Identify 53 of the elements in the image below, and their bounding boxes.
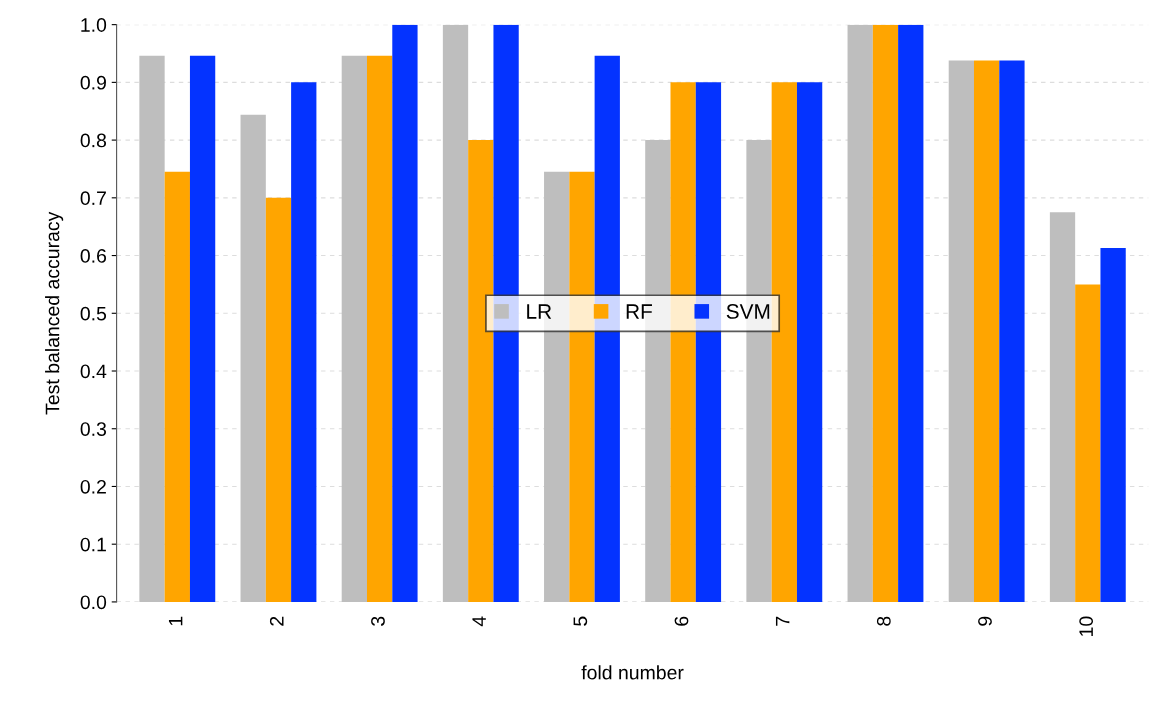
bar [240, 114, 266, 602]
y-tick-label: 0.2 [80, 479, 106, 494]
legend-label: SVM [726, 304, 770, 319]
bar [442, 24, 469, 602]
y-tick-label: 0.1 [80, 537, 106, 552]
x-tick-label: 6 [674, 616, 689, 626]
y-tick-label: 1.0 [81, 18, 107, 32]
bar [872, 24, 899, 602]
bar [366, 55, 393, 602]
bar [164, 171, 190, 602]
bar [265, 197, 292, 602]
y-tick-label: 0.7 [80, 191, 106, 206]
y-tick-label: 0.9 [80, 75, 106, 90]
y-tick-label: 0.8 [80, 133, 107, 148]
x-tick-label: 7 [775, 616, 790, 626]
legend-label: RF [626, 304, 652, 319]
bar [1049, 212, 1076, 602]
y-tick-label: 0.3 [80, 422, 107, 436]
y-tick-label: 0.5 [80, 306, 107, 321]
x-axis-title: fold number [581, 665, 684, 680]
x-tick-label: 5 [573, 616, 588, 626]
bar [796, 82, 823, 602]
y-tick-label: 0.4 [80, 364, 107, 379]
y-tick-label: 0.0 [80, 595, 107, 610]
x-tick-label: 8 [876, 616, 891, 626]
x-tick-label: 3 [371, 616, 385, 626]
y-tick-label: 0.6 [80, 249, 107, 263]
bar [1100, 248, 1126, 602]
x-tick-label: 2 [269, 616, 284, 626]
legend-label: LR [527, 304, 552, 319]
bar [1075, 284, 1101, 602]
bar [898, 24, 924, 602]
y-axis-title: Test balanced accuracy [45, 211, 64, 415]
bar [341, 55, 367, 602]
bar [468, 140, 494, 602]
bar [139, 55, 165, 602]
bar [948, 60, 974, 602]
bar [189, 55, 216, 602]
bar [493, 24, 519, 602]
x-tick-label: 4 [472, 616, 486, 627]
bar [771, 82, 797, 602]
x-tick-label: 10 [1079, 616, 1094, 636]
bar [847, 24, 873, 602]
bar [695, 82, 722, 602]
bar [392, 24, 418, 602]
x-tick-label: 9 [978, 616, 992, 626]
x-tick-label: 1 [168, 616, 183, 626]
bar [670, 82, 696, 602]
bar [569, 171, 595, 602]
bar [594, 55, 620, 602]
bar [291, 82, 317, 602]
bar [999, 60, 1025, 602]
bar [974, 60, 1000, 602]
